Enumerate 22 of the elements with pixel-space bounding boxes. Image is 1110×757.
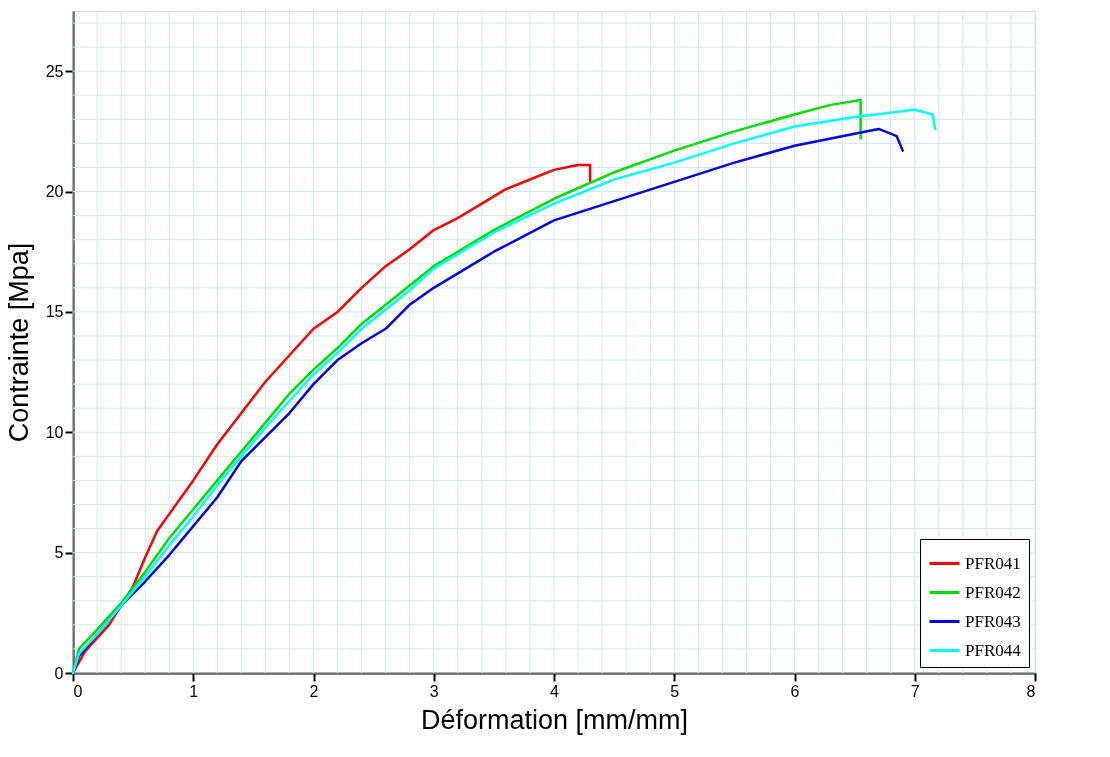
legend-label: PFR044: [965, 640, 1022, 660]
legend-label: PFR042: [965, 582, 1021, 602]
x-tick-label: 0: [73, 682, 83, 700]
y-tick-label: 20: [45, 183, 64, 201]
x-tick-label: 4: [550, 682, 560, 700]
y-tick-label: 25: [45, 62, 64, 80]
x-axis-title: Déformation [mm/mm]: [420, 704, 689, 735]
legend-label: PFR041: [965, 553, 1021, 573]
y-tick-label: 0: [54, 664, 64, 682]
y-tick-label: 5: [54, 544, 64, 562]
x-tick-label: 5: [670, 682, 680, 700]
x-tick-label: 6: [790, 682, 800, 700]
y-tick-label: 10: [45, 423, 64, 441]
x-tick-label: 8: [1026, 682, 1036, 700]
y-axis-title: Contrainte [Mpa]: [3, 242, 34, 443]
x-tick-label: 2: [309, 682, 319, 700]
x-tick-label: 1: [189, 682, 199, 700]
line-series: [71, 163, 592, 675]
legend-label: PFR043: [965, 611, 1021, 631]
x-tick-label: 3: [429, 682, 439, 700]
x-tick-label: 7: [910, 682, 920, 700]
y-tick-label: 15: [45, 303, 64, 321]
